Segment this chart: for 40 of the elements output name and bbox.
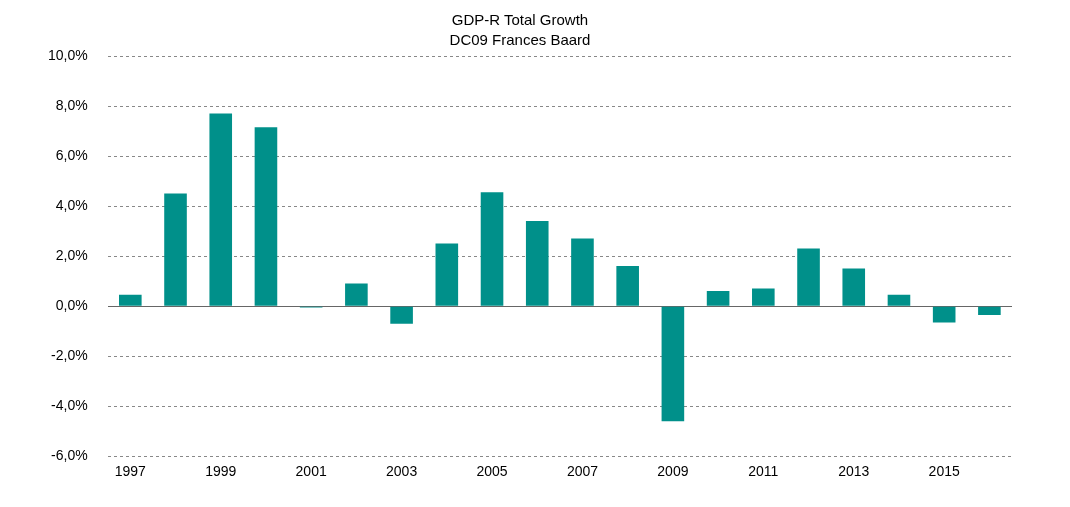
x-tick-label: 2003 (386, 463, 418, 480)
x-tick-label: 1997 (114, 463, 147, 480)
bar (119, 294, 142, 306)
x-tick-label: 2013 (838, 463, 870, 480)
y-tick-label: 10,0% (47, 46, 88, 63)
bar (390, 306, 413, 324)
y-tick-label: 6,0% (55, 146, 88, 163)
x-tick-label: 2009 (657, 463, 689, 480)
bar (254, 127, 278, 306)
bar (435, 243, 459, 306)
x-tick-label: 2001 (295, 463, 327, 480)
bar (661, 306, 685, 422)
y-tick-label: 0,0% (55, 296, 88, 313)
y-tick-label: -6,0% (51, 447, 88, 464)
bar (209, 113, 233, 306)
bar (842, 268, 866, 306)
y-tick-label: -4,0% (51, 397, 88, 414)
bar (932, 306, 956, 323)
bar (887, 294, 911, 306)
bar (345, 283, 368, 306)
x-tick-label: 1999 (205, 463, 237, 480)
bar (571, 238, 594, 306)
chart-title: GDP-R Total Growth (451, 11, 589, 29)
x-tick-label: 2005 (476, 463, 508, 480)
bar (752, 288, 775, 306)
x-tick-label: 2007 (566, 463, 599, 480)
bar (797, 248, 820, 306)
bar (480, 192, 504, 306)
bar (706, 291, 730, 306)
y-tick-label: 4,0% (55, 196, 88, 213)
y-tick-label: 8,0% (55, 96, 88, 113)
bar (616, 266, 639, 306)
y-tick-label: -2,0% (51, 347, 88, 364)
bar (164, 193, 187, 306)
bar (978, 306, 1001, 315)
y-tick-label: 2,0% (55, 246, 88, 263)
chart-subtitle: DC09 Frances Baard (449, 31, 591, 49)
bar (525, 221, 549, 306)
x-tick-label: 2011 (748, 463, 779, 480)
x-tick-label: 2015 (928, 463, 960, 480)
